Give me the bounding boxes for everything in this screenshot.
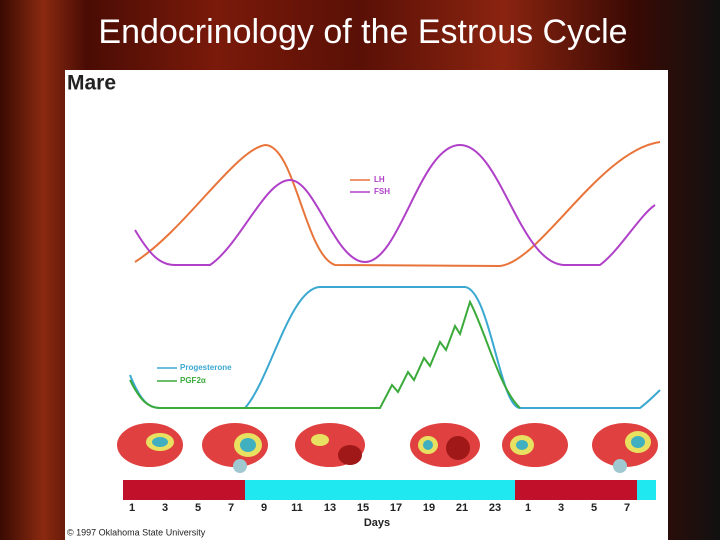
day-label: 7 [228, 502, 234, 514]
legend-label: LH [374, 175, 385, 184]
pgf-curve [129, 299, 521, 409]
day-bar [123, 480, 656, 500]
day-label: 5 [195, 502, 201, 514]
ovaries [117, 423, 658, 473]
day-label: 3 [558, 502, 564, 514]
day-label: 3 [162, 502, 168, 514]
day-label: 9 [261, 502, 267, 514]
slide-title: Endocrinology of the Estrous Cycle [98, 13, 627, 51]
day-label: 13 [324, 502, 336, 514]
fsh-curve [134, 143, 656, 266]
day-label: 19 [423, 502, 435, 514]
day-label: 21 [456, 502, 468, 514]
panel-title: Mare [67, 72, 116, 95]
day-label: 11 [291, 502, 303, 514]
day-labels: 1 3 5 7 9 11 13 15 17 19 21 23 1 3 5 7 [129, 502, 630, 514]
day-label: 1 [129, 502, 135, 514]
day-label: 23 [489, 502, 501, 514]
legend-label: Progesterone [180, 363, 232, 372]
axis-label: Days [364, 517, 390, 529]
day-label: 7 [624, 502, 630, 514]
lh-curve [134, 141, 661, 268]
chart-panel [65, 70, 668, 540]
day-label: 15 [357, 502, 369, 514]
legend-label: FSH [374, 187, 390, 196]
day-label: 17 [390, 502, 402, 514]
legend-label: PGF2α [180, 376, 206, 385]
day-label: 1 [525, 502, 531, 514]
copyright: © 1997 Oklahoma State University [67, 527, 206, 537]
day-label: 5 [591, 502, 597, 514]
